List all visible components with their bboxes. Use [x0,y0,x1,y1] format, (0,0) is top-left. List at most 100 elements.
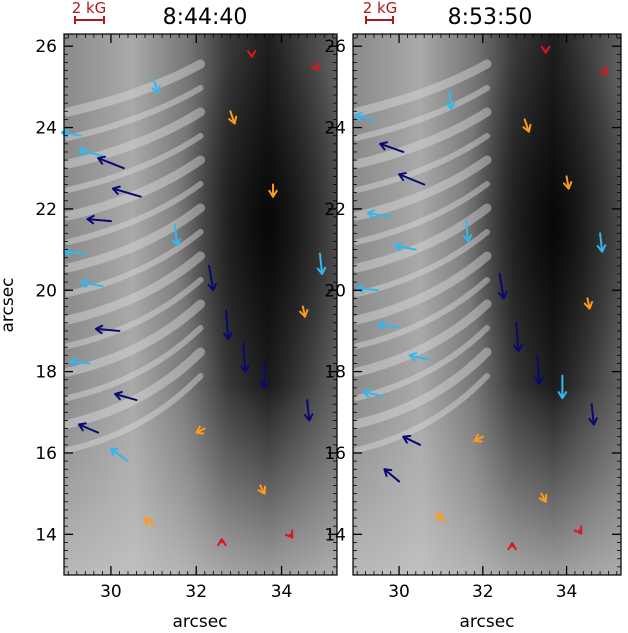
y-tick-label: 18 [324,363,346,383]
filament-streak [352,203,492,273]
plot-frame [63,33,338,576]
panel-right: 30 32 34 14 16 18 20 22 24 26 2 kG 8:53:50 arcsec [324,0,622,632]
y-tick-label: 14 [324,525,346,545]
filament-streak [63,59,205,117]
field-vector [596,232,607,253]
field-vector [540,45,551,54]
field-vector [393,241,417,252]
filament-streak [63,347,205,429]
filament-streak [352,251,492,325]
field-vector [240,342,250,373]
x-tick-label: 34 [556,582,578,602]
field-vector [473,433,484,443]
field-vector [534,354,544,385]
y-tick-label: 20 [35,281,57,301]
filament-streak [354,373,490,453]
field-vector [316,252,327,275]
filament-streak [352,59,492,117]
field-vector [538,492,548,503]
filament-streak [63,299,205,377]
field-vector [562,175,573,190]
panel-title: 8:44:40 [163,5,248,30]
filament-streak [63,107,205,169]
field-vector [80,278,104,288]
filament-streak [65,181,204,245]
filament-streak [65,133,204,193]
field-vector [303,399,314,422]
field-vector [217,538,227,547]
field-vector [435,512,447,524]
scale-bar: 2 kG [72,0,107,24]
penumbral-filaments [63,59,205,453]
penumbral-filaments [352,59,492,453]
x-tick-label: 34 [271,582,293,602]
y-tick-label: 18 [35,363,57,383]
y-tick-label: 16 [35,444,57,464]
field-vector [507,542,517,551]
x-tick-label: 30 [388,582,410,602]
field-vector [513,321,523,353]
filament-streak [65,373,204,453]
filament-streak [354,181,490,245]
field-vector [310,61,319,71]
filament-streak [354,133,490,193]
field-vector [398,172,426,186]
field-vector [86,214,112,225]
field-vector [557,374,568,400]
field-vector [362,388,384,398]
y-tick-label: 22 [35,200,57,220]
y-tick-label: 24 [35,119,57,139]
field-vector [408,351,430,362]
filament-streak [65,229,204,297]
x-tick-label: 30 [100,582,122,602]
filament-streak [354,277,490,349]
y-tick-label: 14 [35,525,57,545]
y-tick-label: 16 [324,444,346,464]
field-vector [195,425,206,435]
y-tick-label: 24 [324,119,346,139]
filament-streak [63,251,205,325]
field-vector [112,185,142,198]
panel-left: 30 32 34 14 16 18 20 22 24 26 2 kG 8:44:40 arcsec… [0,0,338,632]
field-vector [259,362,270,389]
filament-streak [65,277,204,349]
y-axis-title: arcsec [0,277,18,332]
field-vector [446,89,456,111]
field-vector [114,391,138,402]
field-vector [151,77,161,94]
field-vector [522,118,532,133]
field-vector [366,209,392,219]
x-axis-title: arcsec [172,612,227,632]
scale-bar: 2 kG [363,0,398,24]
field-vector [94,324,121,335]
field-vector [354,111,375,122]
field-vector [356,284,380,294]
field-vector [228,110,238,125]
field-vector [223,309,233,341]
field-vector [246,49,257,58]
field-vector [207,264,217,292]
filament-streak [354,85,490,141]
field-vector [257,484,267,495]
vector-field [354,45,608,551]
scale-bar-label: 2 kG [363,0,398,17]
plot-frame [352,33,622,576]
field-vector [377,320,401,331]
x-tick-label: 32 [185,582,207,602]
image-bright-quiet-sun [353,34,621,575]
field-vector [573,525,583,535]
axis-ticks: 30 32 34 14 16 18 20 22 24 26 [324,34,621,602]
field-vector [97,155,125,170]
vector-field [60,49,327,547]
field-vector [268,183,278,198]
scale-bar-label: 2 kG [72,0,107,17]
filament-streak [352,107,492,169]
axis-ticks: 30 32 34 14 16 18 20 22 24 26 [35,34,337,602]
y-tick-label: 20 [324,281,346,301]
field-vector [462,220,473,243]
field-vector [109,447,129,463]
field-vector [77,422,100,434]
field-vector [171,224,182,247]
y-tick-label: 26 [35,37,57,57]
